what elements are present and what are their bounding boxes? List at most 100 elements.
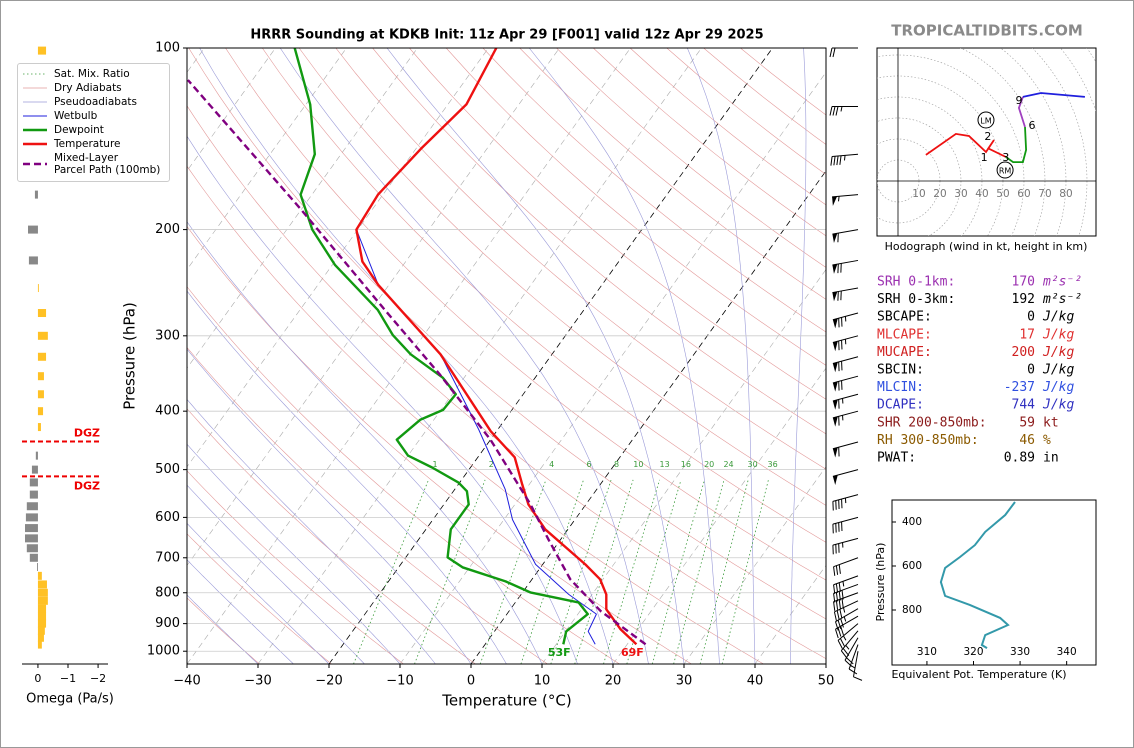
- hodograph-tick-label: 70: [1038, 188, 1051, 200]
- omega-axis-label: Omega (Pa/s): [26, 692, 114, 707]
- wind-barb: [833, 557, 859, 576]
- omega-bar: [37, 309, 47, 318]
- barb-staff: [834, 600, 859, 613]
- omega-tick-label: −2: [90, 672, 106, 685]
- legend-entry: Mixed-Layer Parcel Path (100mb): [22, 152, 169, 176]
- parameter-value: 46: [1019, 433, 1035, 448]
- barb-half: [843, 155, 846, 161]
- barb-staff: [840, 630, 859, 652]
- surface-label: 53F: [548, 646, 571, 659]
- barb-full: [838, 564, 841, 574]
- pseudoadiabat: [187, 484, 365, 664]
- omega-bar: [29, 490, 38, 499]
- hodograph-tick-label: 40: [975, 188, 988, 200]
- omega-bar: [25, 513, 38, 522]
- barb-full: [846, 657, 854, 665]
- pseudoadiabat: [528, 48, 720, 664]
- wind-barb: [835, 615, 859, 639]
- dry-adiabat: [187, 105, 826, 660]
- dry-adiabat: [225, 48, 826, 581]
- hodograph-line: [1005, 126, 1028, 163]
- dry-adiabat: [187, 408, 476, 664]
- barb-half: [842, 581, 845, 587]
- legend-swatch: [23, 101, 47, 103]
- barb-flag: [832, 399, 838, 410]
- wind-barb: [832, 335, 859, 352]
- parameter-value: 744: [1012, 398, 1036, 413]
- omega-bar: [29, 553, 38, 562]
- barb-staff: [837, 623, 859, 641]
- barb-staff: [835, 615, 859, 630]
- omega-bar: [28, 256, 38, 265]
- parameter-unit: J/kg: [1042, 398, 1074, 413]
- chart-title: HRRR Sounding at KDKB Init: 11z Apr 29 […: [250, 28, 763, 43]
- isotherm: [187, 48, 418, 369]
- parameter-value: 0.89: [1004, 451, 1035, 466]
- barb-full: [841, 598, 844, 608]
- wind-barb: [832, 194, 859, 206]
- barb-full: [833, 593, 836, 603]
- barb-full: [832, 47, 836, 58]
- barb-full: [835, 565, 839, 575]
- mixing-ratio-line: [651, 479, 705, 664]
- omega-bar: [37, 284, 39, 293]
- barb-full: [833, 584, 836, 594]
- hodograph-marker-label: 2: [984, 130, 991, 143]
- legend-entry: Pseudoadiabats: [22, 96, 169, 108]
- hodograph-line: [1017, 96, 1026, 128]
- wind-barb: [840, 630, 859, 659]
- barb-full: [833, 156, 836, 166]
- wind-barb: [844, 637, 859, 667]
- barb-flag: [832, 318, 838, 329]
- dry-adiabat: [298, 48, 826, 506]
- legend-entry: Dewpoint: [22, 124, 169, 136]
- dry-adiabat: [482, 48, 826, 333]
- barb-staff: [832, 356, 859, 364]
- wind-barb: [829, 47, 858, 58]
- barb-full: [835, 629, 839, 639]
- parameter-unit: m²s⁻²: [1042, 275, 1082, 290]
- barb-full: [838, 599, 841, 609]
- dry-adiabat: [187, 470, 404, 664]
- barb-staff: [832, 194, 859, 198]
- mixing-ratio-line: [574, 479, 634, 664]
- barb-full: [830, 156, 833, 166]
- parameter-label: PWAT:: [877, 451, 916, 466]
- isotherm: [257, 48, 702, 664]
- parameter-label: SBCAPE:: [877, 310, 932, 325]
- parameter-value: 59: [1019, 415, 1035, 430]
- theta-y-tick-label: 600: [902, 560, 922, 572]
- y-tick-label: 800: [155, 585, 180, 600]
- parameter-label: MUCAPE:: [877, 345, 932, 360]
- parameter-label: RH 300-850mb:: [877, 433, 979, 448]
- parameter-unit: J/kg: [1042, 310, 1074, 325]
- omega-bar: [37, 390, 44, 399]
- pseudoadiabat: [187, 443, 401, 664]
- barb-staff: [833, 557, 859, 568]
- wind-barb: [832, 537, 859, 555]
- pseudoadiabat: [187, 290, 507, 664]
- barb-full: [842, 648, 850, 657]
- barb-half: [845, 645, 850, 650]
- omega-bar: [37, 407, 44, 416]
- omega-bar: [29, 478, 38, 487]
- theta-y-label: Pressure (hPa): [874, 543, 887, 622]
- wind-barb: [830, 153, 859, 166]
- hodograph-marker-label: LM: [980, 117, 991, 126]
- hodograph-caption: Hodograph (wind in kt, height in km): [885, 240, 1088, 253]
- dry-adiabat: [372, 48, 826, 435]
- x-tick-label: −10: [386, 674, 413, 689]
- wind-barb: [832, 312, 859, 329]
- dry-adiabat: [335, 48, 826, 470]
- omega-bar: [37, 612, 47, 621]
- parameter-value: 0: [1027, 310, 1035, 325]
- omega-bar: [35, 451, 38, 460]
- hodograph-marker-label: 9: [1015, 94, 1022, 107]
- y-axis-label: Pressure (hPa): [121, 302, 139, 410]
- hodograph-line: [1022, 92, 1085, 98]
- barb-full: [836, 610, 840, 620]
- wind-barb: [829, 105, 858, 116]
- omega-bar: [37, 633, 44, 642]
- omega-bar: [37, 580, 47, 589]
- barb-staff: [832, 441, 859, 450]
